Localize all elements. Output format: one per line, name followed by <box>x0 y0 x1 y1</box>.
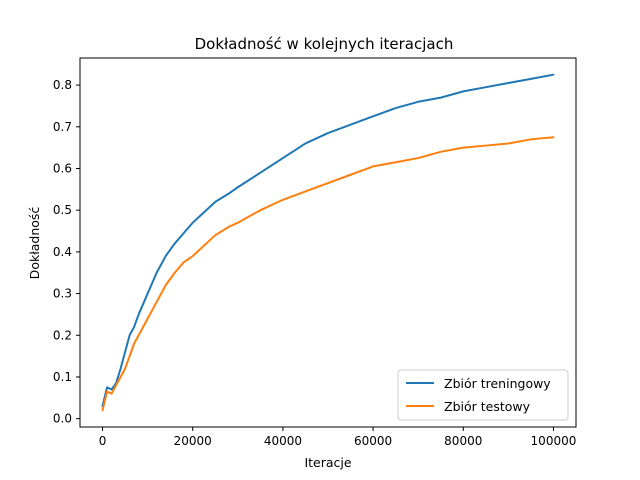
plot-frame <box>79 57 577 428</box>
y-tick-label: 0.8 <box>53 78 72 92</box>
x-tick-label: 0 <box>99 434 107 448</box>
x-tick-label: 20000 <box>174 434 212 448</box>
legend-label-train: Zbiór treningowy <box>444 376 551 391</box>
x-tick-label: 60000 <box>354 434 392 448</box>
y-axis-label: Dokładność <box>27 207 42 280</box>
x-axis-label: Iteracje <box>304 455 351 470</box>
x-tick-label: 100000 <box>531 434 577 448</box>
y-axis-ticks: 0.0 0.1 0.2 0.3 0.4 0.5 0.6 0.7 0.8 <box>53 78 80 426</box>
chart-title: Dokładność w kolejnych iteracjach <box>195 35 454 53</box>
y-tick-label: 0.3 <box>53 287 72 301</box>
y-tick-label: 0.5 <box>53 203 72 217</box>
x-axis-ticks: 0 20000 40000 60000 80000 100000 <box>99 427 577 448</box>
legend-box <box>397 369 569 421</box>
legend-label-test: Zbiór testowy <box>444 399 531 414</box>
legend: Zbiór treningowy Zbiór testowy <box>397 369 569 421</box>
series-line-0 <box>101 73 555 408</box>
y-tick-label: 0.7 <box>53 120 72 134</box>
x-tick-label: 40000 <box>264 434 302 448</box>
plot-lines <box>101 73 555 412</box>
y-tick-label: 0.0 <box>53 412 72 426</box>
y-tick-label: 0.1 <box>53 370 72 384</box>
y-tick-label: 0.6 <box>53 161 72 175</box>
y-tick-label: 0.4 <box>53 245 72 259</box>
x-tick-label: 80000 <box>444 434 482 448</box>
y-tick-label: 0.2 <box>53 328 72 342</box>
series-line-1 <box>101 136 555 412</box>
